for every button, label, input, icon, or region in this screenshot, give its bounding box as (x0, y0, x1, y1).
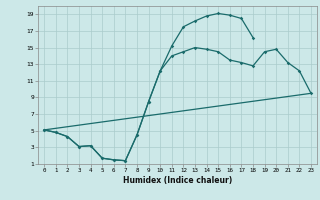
X-axis label: Humidex (Indice chaleur): Humidex (Indice chaleur) (123, 176, 232, 185)
